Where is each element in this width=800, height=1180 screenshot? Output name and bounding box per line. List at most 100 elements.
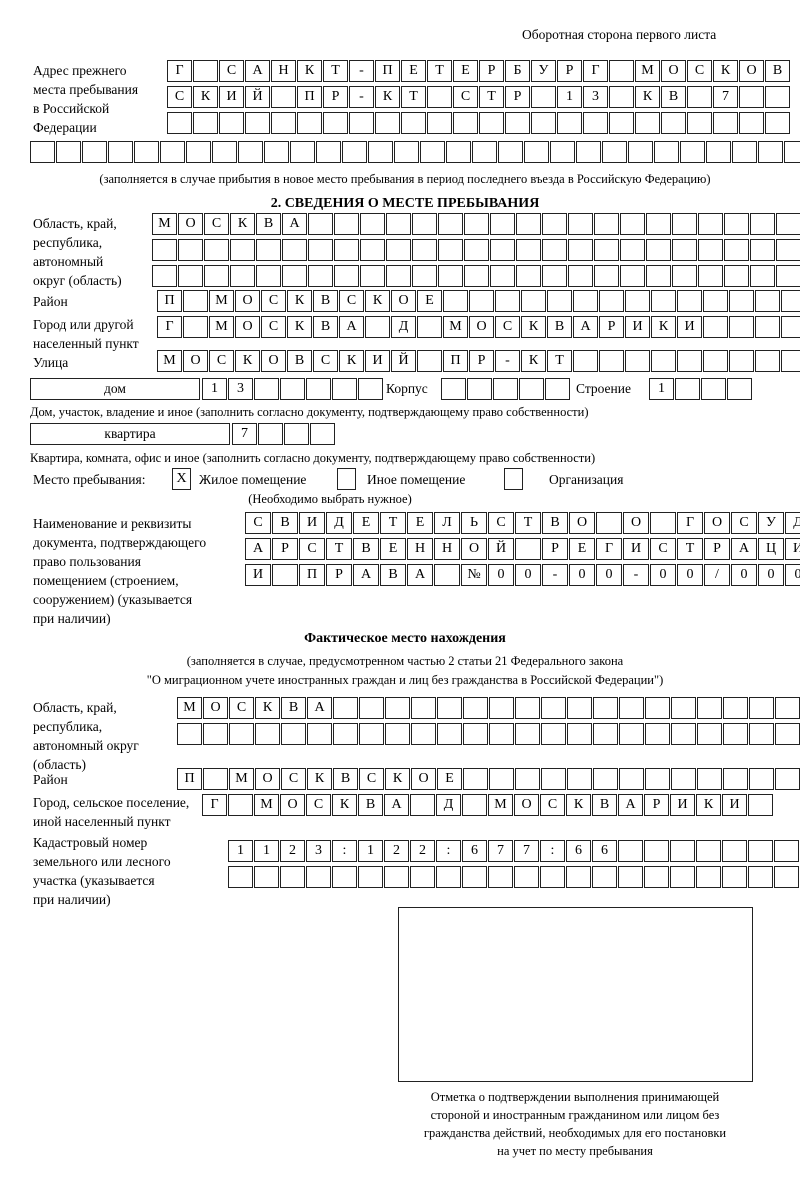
char-cell[interactable]	[755, 350, 780, 372]
char-cell[interactable]: 7	[232, 423, 257, 445]
char-cell[interactable]	[755, 290, 780, 312]
char-cell[interactable]: Р	[599, 316, 624, 338]
char-cell[interactable]	[272, 564, 298, 586]
char-cell[interactable]: С	[204, 213, 229, 235]
char-cell[interactable]	[245, 112, 270, 134]
char-cell[interactable]	[697, 768, 722, 790]
char-cell[interactable]	[443, 290, 468, 312]
char-cell[interactable]	[178, 239, 203, 261]
char-cell[interactable]: В	[592, 794, 617, 816]
char-cell[interactable]	[775, 768, 800, 790]
char-cell[interactable]: 0	[596, 564, 622, 586]
char-cell[interactable]: Р	[272, 538, 298, 560]
region-row-3[interactable]	[152, 265, 800, 287]
char-cell[interactable]: 1	[649, 378, 674, 400]
char-cell[interactable]	[360, 265, 385, 287]
char-cell[interactable]: В	[547, 316, 572, 338]
char-cell[interactable]: М	[157, 350, 182, 372]
char-cell[interactable]	[463, 723, 488, 745]
char-cell[interactable]	[258, 423, 283, 445]
char-cell[interactable]	[594, 239, 619, 261]
char-cell[interactable]	[514, 866, 539, 888]
char-cell[interactable]	[724, 265, 749, 287]
char-cell[interactable]	[467, 378, 492, 400]
char-cell[interactable]	[410, 866, 435, 888]
char-cell[interactable]	[386, 265, 411, 287]
char-cell[interactable]: Е	[401, 60, 426, 82]
char-cell[interactable]: 1	[254, 840, 279, 862]
char-cell[interactable]: К	[287, 316, 312, 338]
char-cell[interactable]: О	[739, 60, 764, 82]
char-cell[interactable]	[784, 141, 800, 163]
char-cell[interactable]	[722, 840, 747, 862]
char-cell[interactable]: 0	[488, 564, 514, 586]
char-cell[interactable]: П	[157, 290, 182, 312]
char-cell[interactable]	[609, 112, 634, 134]
char-cell[interactable]: Р	[644, 794, 669, 816]
char-cell[interactable]	[519, 378, 544, 400]
char-cell[interactable]	[280, 378, 305, 400]
char-cell[interactable]	[583, 112, 608, 134]
char-cell[interactable]: Р	[479, 60, 504, 82]
char-cell[interactable]: Т	[479, 86, 504, 108]
char-cell[interactable]	[453, 112, 478, 134]
char-cell[interactable]: О	[461, 538, 487, 560]
char-cell[interactable]: Т	[326, 538, 352, 560]
char-cell[interactable]: Т	[547, 350, 572, 372]
char-cell[interactable]: М	[443, 316, 468, 338]
char-cell[interactable]: К	[521, 316, 546, 338]
char-cell[interactable]: 0	[677, 564, 703, 586]
char-cell[interactable]: :	[332, 840, 357, 862]
char-cell[interactable]	[282, 239, 307, 261]
char-cell[interactable]: О	[514, 794, 539, 816]
char-cell[interactable]	[515, 768, 540, 790]
char-cell[interactable]	[521, 290, 546, 312]
char-cell[interactable]	[672, 265, 697, 287]
char-cell[interactable]: 7	[488, 840, 513, 862]
char-cell[interactable]: -	[349, 86, 374, 108]
char-cell[interactable]	[438, 213, 463, 235]
char-cell[interactable]: У	[758, 512, 784, 534]
char-cell[interactable]	[365, 316, 390, 338]
char-cell[interactable]	[701, 378, 726, 400]
char-cell[interactable]	[729, 290, 754, 312]
char-cell[interactable]	[566, 866, 591, 888]
char-cell[interactable]: С	[209, 350, 234, 372]
char-cell[interactable]: А	[353, 564, 379, 586]
char-cell[interactable]	[774, 866, 799, 888]
char-cell[interactable]: К	[696, 794, 721, 816]
char-cell[interactable]: Н	[434, 538, 460, 560]
char-cell[interactable]: 6	[462, 840, 487, 862]
char-cell[interactable]	[713, 112, 738, 134]
char-cell[interactable]	[323, 112, 348, 134]
char-cell[interactable]	[310, 423, 335, 445]
char-cell[interactable]	[698, 213, 723, 235]
char-cell[interactable]	[219, 112, 244, 134]
char-cell[interactable]: И	[365, 350, 390, 372]
char-cell[interactable]	[411, 723, 436, 745]
char-cell[interactable]: В	[353, 538, 379, 560]
char-cell[interactable]: М	[209, 290, 234, 312]
char-cell[interactable]	[750, 239, 775, 261]
char-cell[interactable]: 6	[592, 840, 617, 862]
char-cell[interactable]	[230, 265, 255, 287]
char-cell[interactable]	[316, 141, 341, 163]
char-cell[interactable]	[333, 697, 358, 719]
char-cell[interactable]: И	[299, 512, 325, 534]
char-cell[interactable]: К	[230, 213, 255, 235]
char-cell[interactable]	[490, 239, 515, 261]
char-cell[interactable]	[489, 697, 514, 719]
char-cell[interactable]	[30, 141, 55, 163]
char-cell[interactable]	[568, 213, 593, 235]
char-cell[interactable]: -	[542, 564, 568, 586]
char-cell[interactable]: И	[625, 316, 650, 338]
char-cell[interactable]	[540, 866, 565, 888]
char-cell[interactable]: В	[281, 697, 306, 719]
char-cell[interactable]	[349, 112, 374, 134]
char-cell[interactable]: К	[521, 350, 546, 372]
char-cell[interactable]: К	[332, 794, 357, 816]
char-cell[interactable]	[464, 239, 489, 261]
char-cell[interactable]: В	[765, 60, 790, 82]
